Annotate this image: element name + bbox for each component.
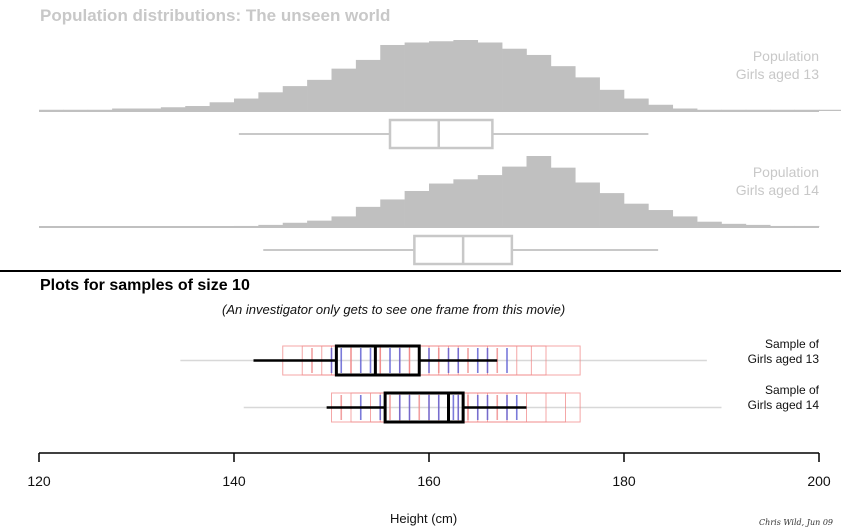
x-tick-label: 160: [417, 473, 441, 489]
pop13-hist-bar: [185, 106, 210, 111]
pop13-hist-bar: [819, 109, 841, 111]
pop14-hist-bar: [453, 179, 479, 227]
pop14-hist-bar: [404, 190, 430, 227]
pop13-hist-bar: [112, 108, 137, 111]
pop13-hist-bar: [234, 98, 259, 111]
population-title: Population distributions: The unseen wor…: [40, 6, 391, 25]
sample-13-label-line2: Girls aged 13: [747, 352, 819, 366]
x-tick-label: 180: [612, 473, 636, 489]
pop13-hist-bar: [599, 89, 625, 111]
pop14-hist-bar: [477, 175, 503, 227]
pop13-hist-bar: [477, 42, 503, 111]
samp13-box: [334, 344, 421, 377]
sample-14-label-line1: Sample of: [764, 383, 819, 397]
sample-subtitle: (An investigator only gets to see one fr…: [222, 302, 566, 317]
pop13-hist-bar: [575, 77, 600, 111]
pop13-hist-bar: [672, 108, 698, 111]
pop14-hist-bar: [355, 206, 381, 227]
pop14-hist-bar: [672, 216, 698, 227]
x-tick-label: 120: [27, 473, 51, 489]
pop13-hist-bar: [502, 48, 527, 111]
pop13-hist-bar: [160, 107, 186, 111]
pop14-hist-bar: [648, 210, 674, 227]
pop14-hist-bar: [697, 221, 722, 227]
sample-layer: [180, 344, 722, 424]
pop13-hist-bar: [136, 108, 162, 111]
pop14-hist-bar: [599, 193, 625, 227]
pop13-hist-bar: [355, 59, 381, 111]
population-13-label-line1: Population: [752, 48, 819, 64]
pop13-hist-bar: [331, 68, 357, 111]
population-14-label: Population Girls aged 14: [736, 163, 819, 199]
pop14-hist-bar: [331, 216, 357, 227]
x-tick-label: 140: [222, 473, 246, 489]
signature: Chris Wild, Jun 09: [759, 518, 833, 527]
pop13-hist-bar: [282, 86, 308, 111]
pop13-hist-bar: [648, 104, 674, 111]
pop13-hist-bar: [404, 42, 430, 111]
pop13-hist-bar: [258, 92, 284, 111]
pop13-hist-bar: [209, 102, 235, 111]
sample-13-label: Sample of Girls aged 13: [748, 337, 819, 367]
pop13-hist-bar: [380, 44, 405, 112]
pop13-hist-bar: [307, 79, 332, 111]
population-14-label-line2: Girls aged 14: [735, 182, 819, 198]
sample-14-label: Sample of Girls aged 14: [748, 383, 819, 413]
sample-title: Plots for samples of size 10: [40, 277, 250, 294]
pop13-hist-bar: [624, 98, 649, 111]
sample-14-label-line2: Girls aged 14: [747, 398, 819, 412]
x-axis-label: Height (cm): [390, 511, 458, 526]
pop14-hist-bar: [526, 156, 552, 227]
sample-13-label-line1: Sample of: [764, 337, 819, 351]
pop13-hist-bar: [429, 41, 454, 111]
pop14-hist-bar: [575, 182, 600, 227]
pop14-hist-bar: [721, 223, 747, 227]
population-14-label-line1: Population: [752, 164, 819, 180]
population-layer: [39, 40, 841, 266]
x-tick-label: 200: [807, 473, 831, 489]
pop13-box: [388, 118, 494, 150]
pop14-hist-bar: [502, 166, 527, 227]
pop13-hist-bar: [453, 40, 479, 111]
pop14-hist-bar: [624, 203, 649, 227]
pop14-hist-bar: [380, 199, 405, 227]
pop14-hist-bar: [307, 220, 332, 227]
pop14-hist-bar: [745, 224, 771, 227]
population-13-label-line2: Girls aged 13: [735, 66, 819, 82]
x-axis: 120 140 160 180 200: [27, 452, 831, 489]
pop14-hist-bar: [258, 224, 284, 227]
pop13-hist-bar: [526, 54, 552, 111]
pop14-hist-bar: [429, 183, 454, 227]
pop14-hist-bar: [282, 222, 308, 227]
pop13-hist-bar: [550, 66, 576, 111]
samp14-box: [383, 391, 465, 424]
pop14-hist-bar: [550, 167, 576, 227]
population-13-label: Population Girls aged 13: [736, 47, 819, 83]
